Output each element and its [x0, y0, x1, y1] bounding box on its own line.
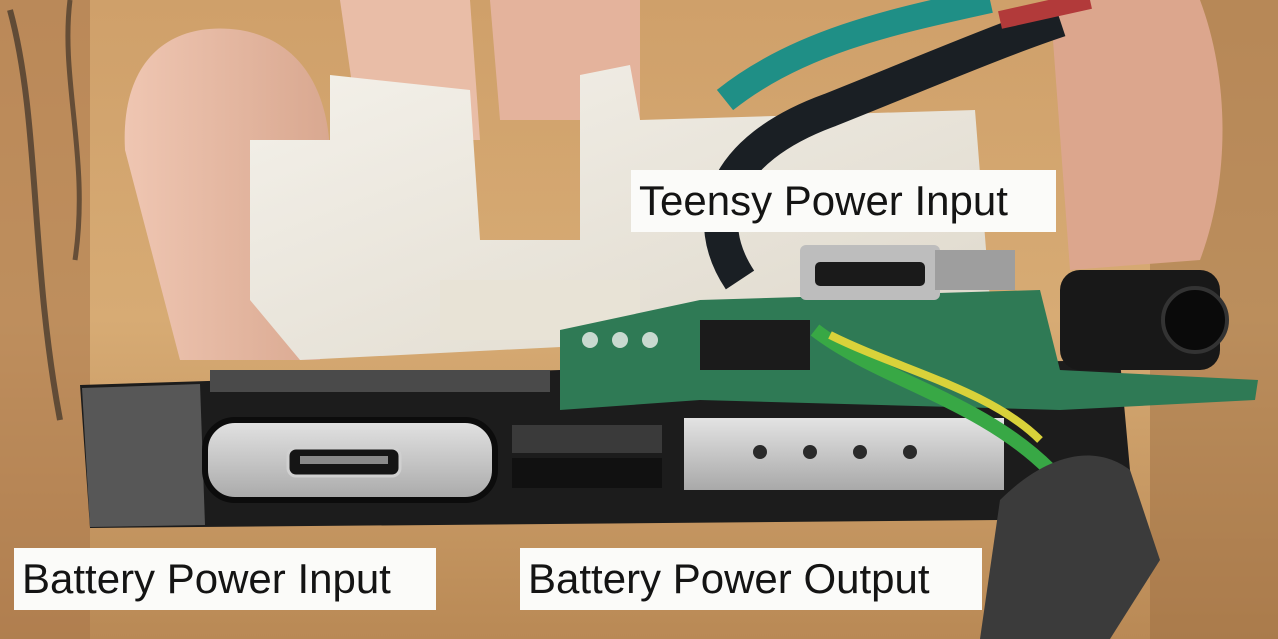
usb-output-port-lower	[512, 458, 662, 488]
cable-sleeve	[980, 455, 1160, 639]
background-cable-left	[7, 9, 63, 421]
usb-output-port	[512, 425, 662, 453]
pcb-pad-3	[642, 332, 658, 348]
battery-top-strip	[210, 370, 550, 392]
thumb-right	[1050, 0, 1223, 270]
wire-red	[998, 0, 1092, 29]
label-teensy-power-input: Teensy Power Input	[631, 170, 1056, 232]
battery-left-scuff	[82, 384, 205, 527]
label-battery-power-output: Battery Power Output	[520, 548, 982, 610]
pcb-pad-1	[582, 332, 598, 348]
background-cable-left-2	[65, 0, 82, 261]
micro-usb-contacts	[300, 456, 388, 464]
wire-teal	[716, 0, 993, 111]
led-metal-plate	[684, 418, 1004, 490]
pcb-pad-2	[612, 332, 628, 348]
wire-yellow	[828, 331, 1043, 443]
led-dot-2	[803, 445, 817, 459]
teensy-usb-opening	[815, 262, 925, 286]
label-battery-power-input: Battery Power Input	[14, 548, 436, 610]
pcb-header-pins	[935, 250, 1015, 290]
pcb-dark-component	[700, 320, 810, 370]
led-dot-1	[753, 445, 767, 459]
led-dot-4	[903, 445, 917, 459]
wire-green	[810, 324, 1055, 475]
audio-jack-hole	[1161, 286, 1229, 354]
led-dot-3	[853, 445, 867, 459]
